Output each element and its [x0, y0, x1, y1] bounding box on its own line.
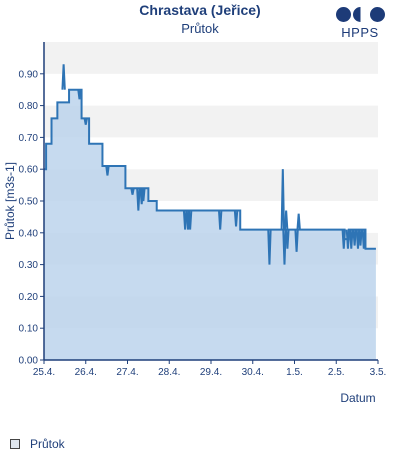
- legend-swatch: [10, 439, 20, 449]
- series-spike: [294, 229, 299, 252]
- legend-label: Průtok: [30, 437, 65, 451]
- x-tick-label: 28.4.: [158, 367, 180, 378]
- y-tick-label: 0.00: [19, 356, 39, 367]
- x-tick-label: 1.5.: [286, 367, 303, 378]
- chart-subtitle: Průtok: [181, 21, 219, 36]
- y-axis-label: Průtok [m3s-1]: [3, 162, 17, 240]
- series-spike: [61, 64, 66, 90]
- brand-logo: HPPS: [332, 6, 388, 40]
- legend: Průtok: [10, 437, 65, 451]
- hpps-logo-icon: [332, 6, 388, 23]
- series-spike: [136, 188, 141, 211]
- series-spike: [130, 188, 135, 195]
- x-tick-label: 3.5.: [370, 367, 387, 378]
- x-tick-label: 30.4.: [242, 367, 264, 378]
- series-area: [44, 64, 376, 360]
- series-spike: [217, 210, 223, 230]
- series-spike: [182, 210, 188, 230]
- x-axis-label: Datum: [340, 391, 375, 405]
- series-spike: [233, 210, 239, 227]
- series-spike: [282, 229, 287, 265]
- x-tick-labels: 25.4. 26.4. 27.4. 28.4. 29.4. 30.4. 1.5. 2.5. 3.…: [33, 360, 386, 378]
- series-spike: [349, 229, 354, 249]
- grid-band: [44, 105, 378, 138]
- series-spike: [341, 229, 346, 249]
- brand-text: HPPS: [341, 25, 379, 40]
- y-tick-label: 0.60: [19, 165, 39, 176]
- y-tick-label: 0.70: [19, 133, 39, 144]
- series-spike: [187, 210, 193, 230]
- y-tick-label: 0.80: [19, 101, 39, 112]
- series-spike: [77, 89, 82, 100]
- series-spike: [358, 229, 363, 246]
- x-tick-label: 2.5.: [328, 367, 345, 378]
- y-tick-label: 0.50: [19, 197, 39, 208]
- y-tick-label: 0.20: [19, 292, 39, 303]
- series-spike: [141, 188, 146, 202]
- x-tick-label: 29.4.: [200, 367, 222, 378]
- x-tick-label: 26.4.: [75, 367, 97, 378]
- series-spike: [283, 210, 289, 230]
- series-spike: [361, 229, 367, 249]
- series-fill: [44, 89, 376, 360]
- series-spike: [83, 118, 88, 125]
- y-tick-label: 0.30: [19, 260, 39, 271]
- y-tick-label: 0.90: [19, 69, 39, 80]
- series-spike: [285, 229, 290, 249]
- chart-title: Chrastava (Jeřice): [139, 2, 261, 18]
- x-tick-label: 27.4.: [116, 367, 138, 378]
- x-tick-label: 25.4.: [33, 367, 55, 378]
- series-spike: [267, 229, 272, 265]
- series-spike: [296, 213, 301, 230]
- y-tick-label: 0.10: [19, 324, 39, 335]
- y-tick-labels: 0.00 0.10 0.20 0.30 0.40 0.50 0.60 0.70 0.80 0.90: [19, 69, 44, 367]
- series-spike: [352, 229, 357, 246]
- series-spike: [345, 229, 351, 249]
- series-spike: [105, 165, 110, 176]
- grid-band: [44, 42, 378, 74]
- grid-band: [44, 73, 378, 106]
- series-spike: [280, 169, 286, 230]
- y-tick-label: 0.40: [19, 228, 39, 239]
